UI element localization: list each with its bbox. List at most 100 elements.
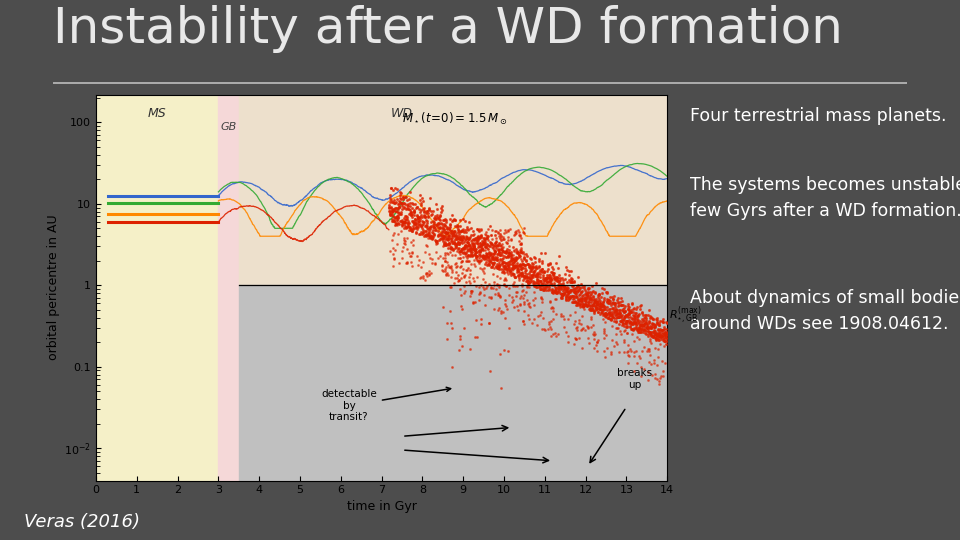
- Point: [454, 245, 469, 253]
- Point: [599, 303, 614, 312]
- Point: [461, 257, 476, 266]
- Point: [594, 302, 610, 310]
- Point: [602, 305, 617, 314]
- Point: [512, 261, 527, 270]
- Point: [658, 331, 673, 340]
- Point: [492, 251, 508, 260]
- Point: [462, 345, 477, 353]
- Point: [655, 328, 670, 337]
- Point: [586, 293, 601, 301]
- Point: [449, 241, 465, 250]
- Point: [625, 314, 640, 322]
- Point: [474, 231, 490, 239]
- Point: [652, 330, 667, 339]
- Point: [393, 210, 408, 219]
- Point: [421, 269, 437, 278]
- Point: [446, 239, 462, 247]
- Point: [619, 316, 635, 325]
- Point: [567, 333, 583, 342]
- Point: [417, 211, 432, 219]
- Point: [465, 239, 480, 248]
- Point: [587, 298, 602, 307]
- Point: [479, 233, 494, 242]
- Point: [418, 221, 433, 230]
- Point: [542, 323, 558, 332]
- Point: [498, 247, 514, 256]
- Point: [563, 285, 578, 294]
- Point: [507, 282, 522, 291]
- Point: [473, 241, 489, 249]
- Point: [456, 288, 471, 297]
- Point: [455, 227, 470, 235]
- Point: [524, 259, 540, 267]
- Point: [403, 258, 419, 266]
- Point: [530, 264, 545, 272]
- Point: [472, 239, 488, 247]
- Point: [397, 193, 413, 201]
- Point: [637, 327, 653, 335]
- Point: [445, 229, 461, 238]
- Point: [498, 248, 514, 257]
- Point: [589, 338, 605, 347]
- Point: [429, 211, 444, 219]
- Point: [587, 307, 602, 315]
- Point: [542, 286, 558, 294]
- Point: [527, 269, 542, 278]
- Point: [482, 258, 497, 266]
- Point: [395, 220, 410, 229]
- Point: [531, 272, 546, 281]
- Point: [405, 218, 420, 226]
- Point: [543, 280, 559, 288]
- Point: [618, 311, 634, 320]
- Point: [659, 329, 674, 338]
- Point: [514, 255, 529, 264]
- Point: [486, 305, 501, 313]
- Point: [511, 268, 526, 276]
- Point: [604, 299, 619, 307]
- Point: [639, 320, 655, 328]
- Point: [388, 204, 403, 212]
- Point: [409, 211, 424, 220]
- Point: [550, 288, 565, 296]
- Point: [596, 334, 612, 342]
- Point: [641, 323, 657, 332]
- Point: [476, 234, 492, 242]
- Point: [590, 336, 606, 345]
- Point: [478, 284, 493, 293]
- Point: [510, 266, 525, 275]
- Point: [460, 245, 475, 254]
- Point: [542, 298, 558, 307]
- Point: [534, 293, 549, 301]
- Point: [432, 224, 447, 233]
- Point: [545, 287, 561, 295]
- Point: [543, 267, 559, 276]
- Point: [588, 341, 604, 349]
- Point: [525, 318, 540, 327]
- Point: [632, 321, 647, 329]
- Point: [487, 241, 502, 250]
- Point: [457, 244, 472, 253]
- Point: [515, 269, 530, 278]
- Point: [548, 284, 564, 292]
- Point: [476, 285, 492, 293]
- Point: [471, 227, 487, 235]
- Point: [476, 291, 492, 299]
- Point: [487, 247, 502, 256]
- Point: [525, 276, 540, 285]
- Point: [583, 305, 598, 313]
- Point: [608, 314, 623, 322]
- Point: [628, 318, 643, 327]
- Point: [512, 300, 527, 309]
- Point: [417, 276, 432, 285]
- Point: [618, 316, 634, 325]
- Point: [586, 321, 601, 330]
- Point: [403, 211, 419, 219]
- Point: [659, 327, 674, 336]
- Point: [435, 215, 450, 224]
- Point: [458, 235, 473, 244]
- Point: [636, 314, 652, 322]
- Point: [573, 296, 588, 305]
- Point: [652, 374, 667, 382]
- Point: [526, 281, 541, 290]
- Point: [443, 242, 458, 251]
